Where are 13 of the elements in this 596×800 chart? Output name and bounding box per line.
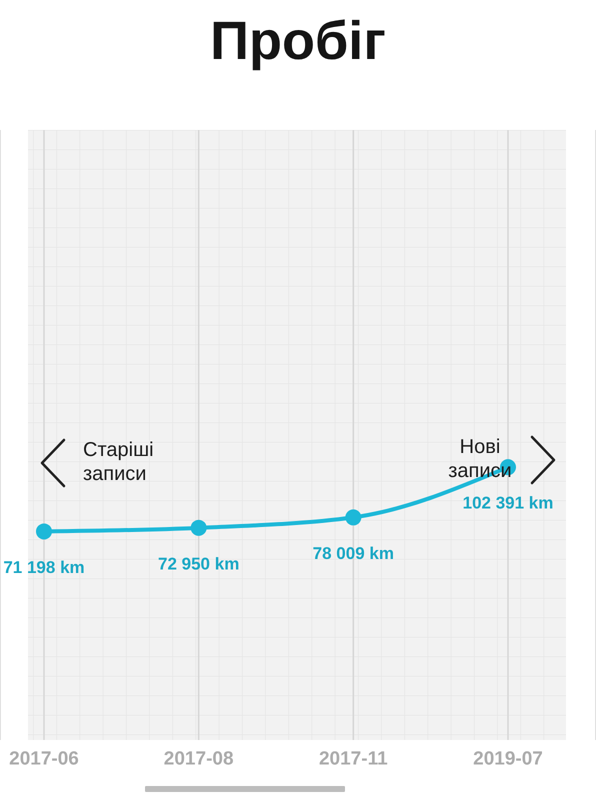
point [36,523,52,540]
data-label: 102 391 km [462,494,554,513]
chart-title: Пробіг [209,10,387,73]
point [345,509,362,526]
data-label: 71 198 km [3,558,85,577]
x-tick-label: 2017-06 [9,748,79,770]
x-tick-label: 2017-11 [318,748,388,770]
data-label: 78 009 km [312,544,394,563]
annotation: Старіші записи [83,438,155,486]
x-tick-label: 2017-08 [164,748,234,770]
data-label: 72 950 km [158,554,240,574]
point [190,520,207,536]
x-tick-label: 2019-07 [473,748,543,770]
